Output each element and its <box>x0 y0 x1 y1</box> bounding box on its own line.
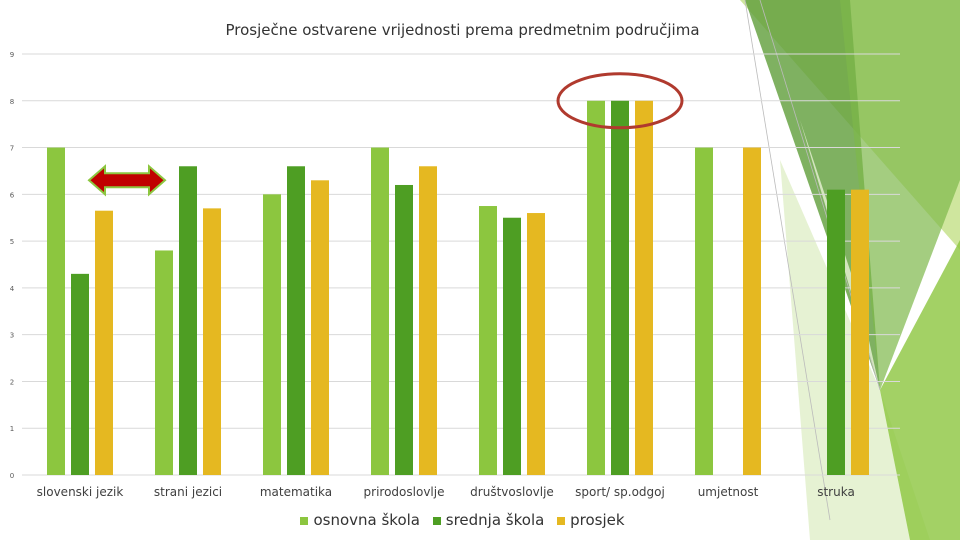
y-tick-label-3: 3 <box>10 332 14 340</box>
bar-prosjek-6 <box>743 147 761 476</box>
y-tick-label-0: 0 <box>10 472 14 480</box>
double-arrow-annotation <box>87 164 167 197</box>
y-tick-label-9: 9 <box>10 51 14 59</box>
bar-osnovna-1 <box>155 250 173 475</box>
bar-srednja-5 <box>611 100 629 476</box>
bar-osnovna-4 <box>479 206 497 475</box>
x-tick-label-2: matematika <box>260 485 332 499</box>
y-tick-label-2: 2 <box>10 378 14 386</box>
bar-srednja-3 <box>395 184 413 475</box>
bar-prosjek-5 <box>635 100 653 476</box>
legend-label-prosjek: prosjek <box>570 511 625 529</box>
x-tick-label-1: strani jezici <box>154 485 222 499</box>
legend: osnovna škola srednja škola prosjek <box>0 511 925 529</box>
bar-osnovna-3 <box>371 147 389 476</box>
bar-prosjek-3 <box>419 166 437 475</box>
y-tick-label-7: 7 <box>10 145 14 153</box>
bar-prosjek-1 <box>203 208 221 475</box>
legend-swatch-srednja <box>432 516 441 525</box>
bar-osnovna-5 <box>587 100 605 476</box>
x-tick-label-0: slovenski jezik <box>37 485 124 499</box>
bar-srednja-4 <box>503 217 521 475</box>
x-tick-label-4: društvoslovlje <box>470 485 554 499</box>
legend-swatch-osnovna <box>300 516 309 525</box>
chart-title: Prosječne ostvarene vrijednosti prema pr… <box>225 21 700 39</box>
bar-osnovna-0 <box>47 147 65 476</box>
x-tick-label-6: umjetnost <box>698 485 759 499</box>
y-tick-label-8: 8 <box>10 98 14 106</box>
legend-item-prosjek: prosjek <box>557 511 625 529</box>
ellipse-annotation <box>556 72 684 130</box>
bar-srednja-7 <box>827 189 845 475</box>
x-tick-label-5: sport/ sp.odgoj <box>575 485 665 499</box>
bar-srednja-1 <box>179 166 197 475</box>
bar-srednja-0 <box>71 273 89 475</box>
legend-label-srednja: srednja škola <box>445 511 545 529</box>
bar-prosjek-4 <box>527 213 545 476</box>
bar-osnovna-2 <box>263 194 281 476</box>
y-tick-label-1: 1 <box>10 425 14 433</box>
legend-label-osnovna: osnovna škola <box>313 511 420 529</box>
bar-prosjek-7 <box>851 189 869 475</box>
legend-swatch-prosjek <box>557 516 566 525</box>
legend-item-osnovna: osnovna škola <box>300 511 420 529</box>
x-tick-label-3: prirodoslovlje <box>364 485 445 499</box>
bar-srednja-2 <box>287 166 305 475</box>
bar-osnovna-6 <box>695 147 713 476</box>
bar-prosjek-2 <box>311 180 329 476</box>
y-tick-label-5: 5 <box>10 238 14 246</box>
x-tick-label-7: struka <box>817 485 855 499</box>
legend-item-srednja: srednja škola <box>432 511 545 529</box>
y-tick-label-6: 6 <box>10 191 15 199</box>
y-tick-label-4: 4 <box>10 285 15 293</box>
bar-prosjek-0 <box>95 210 113 475</box>
